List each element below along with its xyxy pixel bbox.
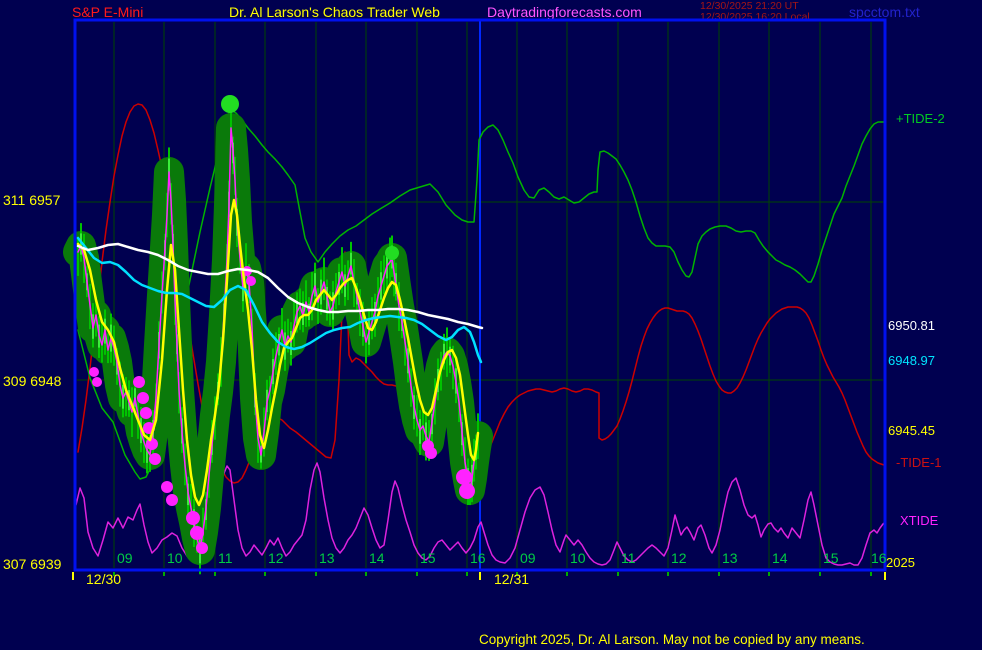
y-axis-label-right: 6950.81 [888,318,935,333]
page-title: Dr. Al Larson's Chaos Trader Web [229,4,440,20]
y-axis-label-right: -TIDE-1 [896,455,942,470]
x-axis-date-label: 12/30 [86,571,122,587]
y-axis-label-right: 2025 [886,555,915,570]
x-axis-hour-label: 16 [871,550,887,566]
y-axis-label-left: 309 6948 [3,373,62,389]
x-axis-hour-label: 12 [671,550,687,566]
x-axis-hour-label: 15 [420,550,436,566]
x-axis-hour-label: 11 [621,550,636,566]
y-axis-label-right: +TIDE-2 [896,111,945,126]
x-axis-hour-label: 13 [319,550,335,566]
symbol-label: S&P E-Mini [72,4,144,20]
copyright-label: Copyright 2025, Dr. Al Larson. May not b… [479,632,865,647]
x-axis-hour-label: 09 [520,550,536,566]
filename-label: spcctom.txt [849,4,920,20]
x-axis-hour-label: 14 [369,550,385,566]
x-axis-hour-label: 12 [268,550,284,566]
x-axis-hour-label: 09 [117,550,133,566]
site-link[interactable]: Daytradingforecasts.com [487,4,642,20]
y-axis-label-right: 6948.97 [888,353,935,368]
x-axis-hour-label: 14 [772,550,788,566]
x-axis-hour-label: 13 [722,550,738,566]
x-axis-hour-label: 16 [470,550,486,566]
y-axis-label-left: 311 6957 [3,192,61,208]
x-axis-date-label: 12/31 [494,571,530,587]
x-axis-hour-label: 15 [823,550,839,566]
x-axis-hour-label: 10 [570,550,586,566]
timestamp-ut: 12/30/2025 21:20 UT [700,0,799,12]
x-axis-hour-label: 10 [167,550,183,566]
y-axis-label-left: 307 6939 [3,556,62,572]
y-axis-label-right: XTIDE [900,513,939,528]
y-axis-label-right: 6945.45 [888,423,935,438]
x-axis-hour-label: 11 [218,550,233,566]
